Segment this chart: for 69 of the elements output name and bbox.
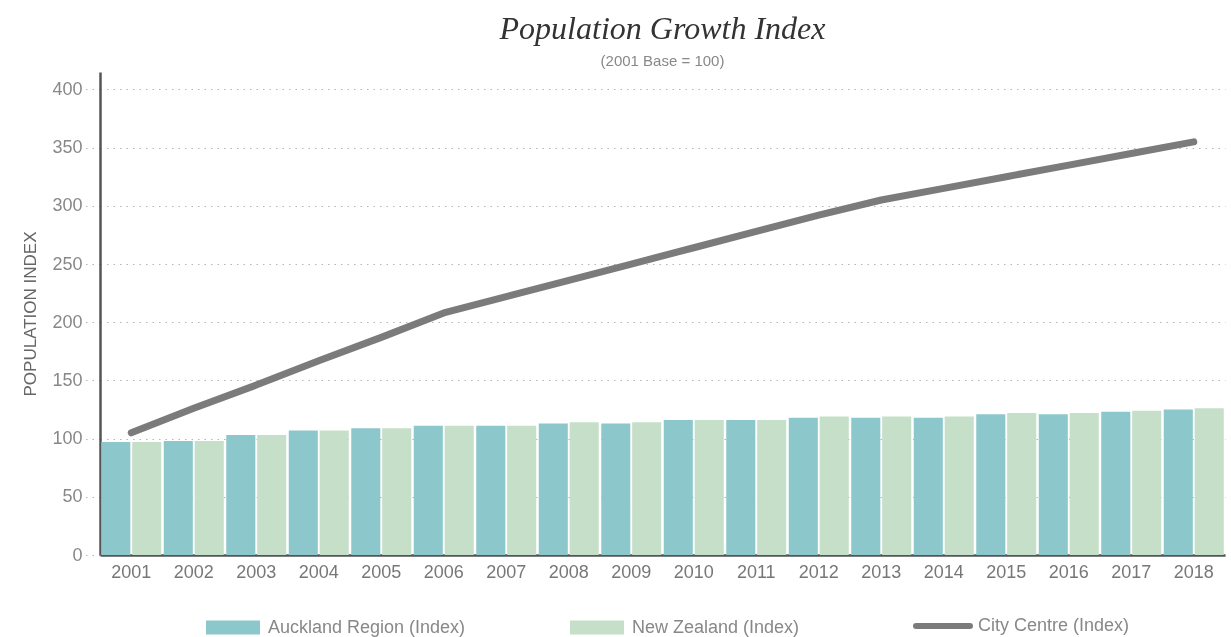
bar <box>101 442 131 555</box>
bar <box>632 422 662 555</box>
legend-label: New Zealand (Index) <box>632 616 800 637</box>
bar <box>1163 409 1193 555</box>
bar <box>1132 410 1162 555</box>
bar <box>851 417 881 555</box>
x-tick-label: 2009 <box>611 561 652 582</box>
bar <box>757 419 787 555</box>
bar <box>226 435 256 555</box>
x-tick-label: 2012 <box>798 561 839 582</box>
bar <box>663 419 693 555</box>
bar <box>788 417 818 555</box>
bar <box>132 442 162 555</box>
bar <box>1194 408 1224 555</box>
x-tick-label: 2007 <box>486 561 527 582</box>
y-axis-title: POPULATION INDEX <box>21 231 41 397</box>
bar <box>288 430 318 555</box>
bar <box>913 417 943 555</box>
bar <box>726 419 756 555</box>
bar <box>444 425 474 555</box>
x-tick-label: 2006 <box>423 561 464 582</box>
y-tick-label: 400 <box>52 78 83 99</box>
x-tick-label: 2016 <box>1048 561 1089 582</box>
bar <box>413 425 443 555</box>
bar <box>319 430 349 555</box>
y-tick-label: 0 <box>72 544 83 565</box>
legend-label: Auckland Region (Index) <box>268 616 466 637</box>
y-tick-label: 350 <box>52 137 83 158</box>
x-tick-label: 2004 <box>298 561 339 582</box>
x-tick-label: 2002 <box>173 561 214 582</box>
y-tick-label: 250 <box>52 253 83 274</box>
bar <box>976 414 1006 555</box>
legend-label: City Centre (Index) <box>978 615 1130 635</box>
bar <box>601 423 631 555</box>
x-tick-label: 2015 <box>986 561 1027 582</box>
bar <box>1069 413 1099 555</box>
x-tick-label: 2005 <box>361 561 402 582</box>
x-tick-label: 2008 <box>548 561 589 582</box>
bar <box>194 440 224 555</box>
x-tick-label: 2018 <box>1173 561 1214 582</box>
x-tick-label: 2001 <box>111 561 152 582</box>
x-tick-label: 2013 <box>861 561 902 582</box>
y-tick-label: 50 <box>62 486 83 507</box>
y-tick-label: 100 <box>52 428 83 449</box>
x-tick-label: 2014 <box>923 561 964 582</box>
bar <box>538 423 568 555</box>
x-tick-label: 2011 <box>736 561 776 582</box>
bar <box>1101 411 1131 555</box>
bar <box>163 440 193 555</box>
bar <box>882 416 912 555</box>
bar <box>351 428 381 555</box>
y-tick-label: 150 <box>52 369 83 390</box>
chart-title: Population Growth Index <box>498 10 826 46</box>
x-tick-label: 2017 <box>1111 561 1152 582</box>
bar <box>944 416 974 555</box>
x-tick-label: 2003 <box>236 561 277 582</box>
bar <box>1007 413 1037 555</box>
bar <box>507 425 537 555</box>
bar <box>1038 414 1068 555</box>
bar <box>819 416 849 555</box>
bar <box>694 419 724 555</box>
y-tick-label: 200 <box>52 311 83 332</box>
bar <box>569 422 599 555</box>
bar <box>382 428 412 555</box>
x-tick-label: 2010 <box>673 561 714 582</box>
bar <box>257 435 287 555</box>
bar <box>476 425 506 555</box>
chart-subtitle: (2001 Base = 100) <box>600 52 725 69</box>
y-tick-label: 300 <box>52 195 83 216</box>
